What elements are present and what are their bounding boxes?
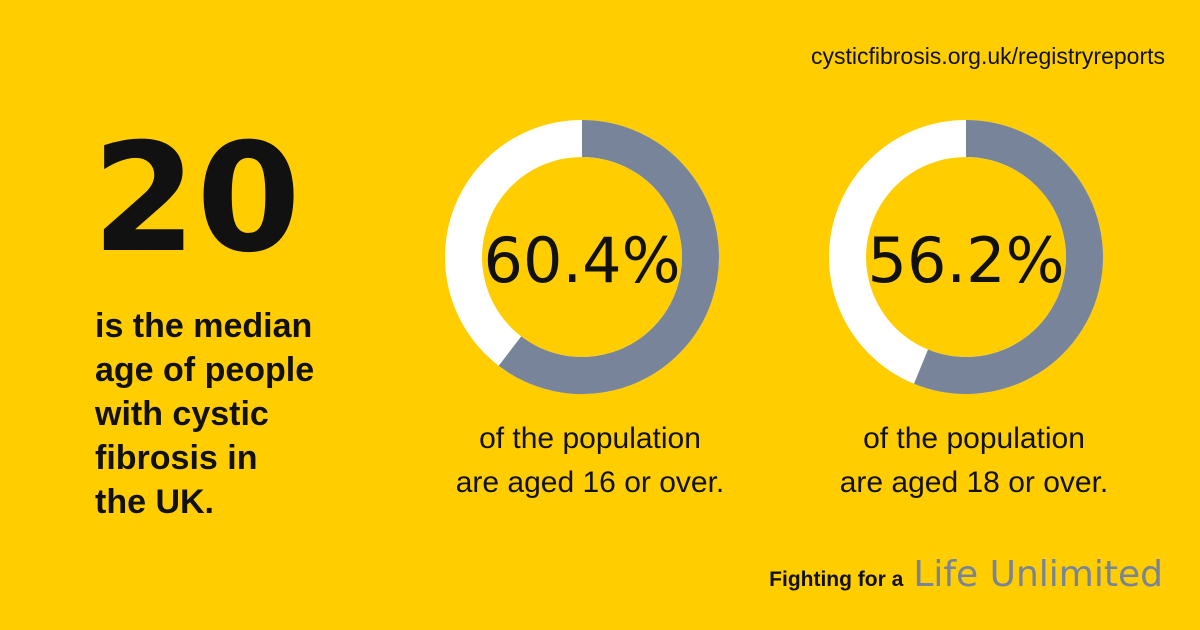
donut-label: 56.2%: [868, 224, 1065, 297]
headline-line: fibrosis in: [95, 439, 257, 477]
tagline-lead: Fighting for a: [769, 568, 903, 591]
donut-caption: are aged 18 or over.: [840, 466, 1109, 499]
headline-line: is the median: [95, 307, 312, 345]
headline-number: 20: [92, 112, 301, 286]
url: cysticfibrosis.org.uk/registryreports: [811, 43, 1165, 69]
donut-caption: are aged 16 or over.: [456, 466, 725, 499]
headline-line: age of people: [95, 351, 314, 389]
donut-caption: of the population: [863, 422, 1085, 455]
donut-caption: of the population: [479, 422, 701, 455]
headline-line: with cystic: [94, 395, 269, 433]
donut-label: 60.4%: [484, 224, 681, 297]
donut-arc: [914, 120, 1103, 394]
donut-arc: [498, 120, 719, 394]
headline-line: the UK.: [95, 483, 214, 521]
tagline-brand: Life Unlimited: [913, 554, 1163, 595]
